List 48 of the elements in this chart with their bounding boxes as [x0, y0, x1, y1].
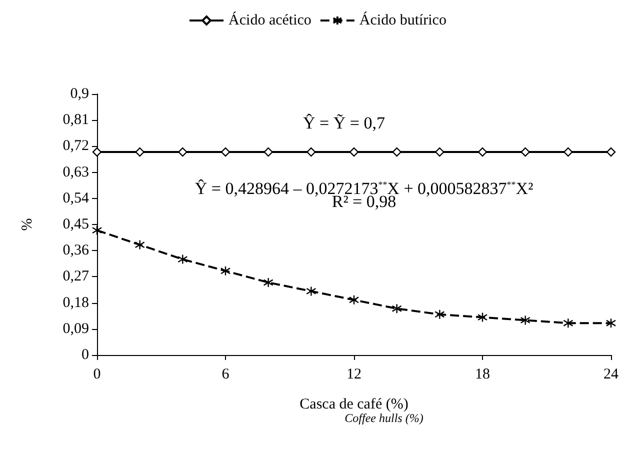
- y-tick-label: 0,09: [62, 320, 89, 337]
- point: [520, 315, 530, 326]
- x-tick-label: 18: [475, 366, 490, 382]
- x-tick-label: 6: [222, 366, 230, 382]
- x-tick-label: 24: [604, 366, 619, 382]
- point: [264, 147, 273, 157]
- point: [135, 147, 144, 157]
- x-tick-label: 0: [93, 366, 101, 382]
- y-tick-label: 0,45: [62, 216, 89, 232]
- point: [348, 294, 360, 305]
- point: [392, 304, 402, 314]
- y-axis-title: %: [20, 218, 36, 231]
- point: [435, 147, 444, 157]
- point: [564, 147, 573, 157]
- legend-label: Ácido butírico: [359, 12, 446, 28]
- point: [306, 147, 316, 157]
- point: [478, 147, 488, 157]
- y-tick-label: 0,54: [62, 190, 90, 206]
- legend-label: Ácido acético: [228, 12, 312, 28]
- point: [563, 318, 574, 328]
- point: [220, 266, 231, 276]
- y-tick-label: 0,63: [62, 164, 89, 180]
- y-tick-label: 0,36: [62, 242, 90, 259]
- point: [306, 286, 316, 296]
- point: [220, 147, 230, 157]
- point: [134, 240, 145, 250]
- point: [477, 312, 488, 322]
- y-tick-label: 0: [82, 347, 89, 363]
- point: [434, 309, 445, 320]
- y-tick-label: 0,18: [62, 294, 89, 311]
- point: [92, 225, 102, 236]
- point: [349, 147, 359, 157]
- annotation: Ŷ = Ỹ = 0,7: [303, 114, 386, 132]
- y-tick-label: 0,72: [62, 138, 89, 154]
- point: [606, 318, 616, 328]
- point: [178, 254, 188, 264]
- x-tick-label: 12: [346, 366, 362, 382]
- point: [263, 277, 274, 288]
- point: [178, 147, 188, 157]
- y-tick-label: 0,81: [62, 112, 89, 128]
- y-tick-label: 0,9: [70, 86, 89, 102]
- y-tick-label: 0,27: [62, 268, 90, 285]
- text: Coffee hulls (%): [344, 411, 424, 425]
- point: [606, 147, 616, 157]
- point: [520, 147, 530, 157]
- point: [92, 147, 102, 157]
- point: [392, 147, 402, 157]
- x-axis-title: Casca de café (%): [300, 396, 408, 412]
